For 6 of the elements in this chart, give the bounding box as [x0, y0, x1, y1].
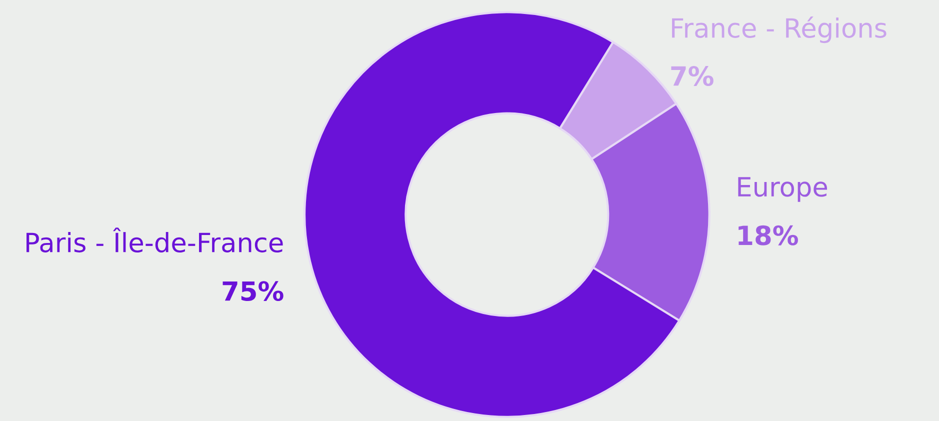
- slice-label: Europe: [738, 177, 828, 202]
- slice-label: Paris - Île-de-France: [26, 228, 283, 252]
- data-label: 7%: [671, 66, 714, 86]
- data-label: 18%: [738, 225, 798, 246]
- slice-label: France - Régions: [672, 16, 886, 44]
- data-label: 75%: [222, 281, 284, 302]
